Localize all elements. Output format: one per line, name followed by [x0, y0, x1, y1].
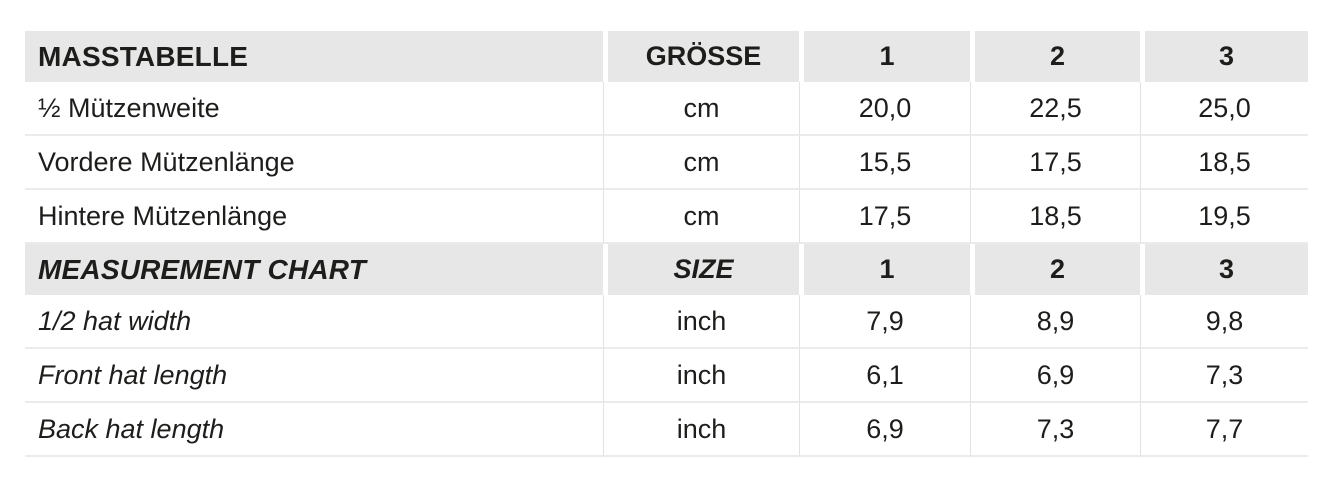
value-cell-size-2: 22,5 — [970, 82, 1140, 136]
value-cell-size-1: 20,0 — [799, 82, 970, 136]
value-cell-size-3: 7,7 — [1140, 403, 1308, 457]
value-cell-size-3: 7,3 — [1140, 349, 1308, 403]
size-column-header-3-german: 3 — [1140, 31, 1308, 82]
value-cell-size-1: 17,5 — [799, 190, 970, 244]
size-unit-header-english: SIZE — [603, 244, 799, 295]
row-label: Back hat length — [25, 403, 603, 457]
row-label: ½ Mützenweite — [25, 82, 603, 136]
table-row-hat-width-cm: ½ Mützenweite cm 20,0 22,5 25,0 — [25, 82, 1308, 136]
table-row-front-length-inch: Front hat length inch 6,1 6,9 7,3 — [25, 349, 1308, 403]
unit-cell: inch — [603, 349, 799, 403]
value-cell-size-2: 17,5 — [970, 136, 1140, 190]
value-cell-size-1: 15,5 — [799, 136, 970, 190]
value-cell-size-1: 6,9 — [799, 403, 970, 457]
table-row-front-length-cm: Vordere Mützenlänge cm 15,5 17,5 18,5 — [25, 136, 1308, 190]
value-cell-size-1: 6,1 — [799, 349, 970, 403]
size-column-header-1-english: 1 — [799, 244, 970, 295]
section-header-row-english: MEASUREMENT CHART SIZE 1 2 3 — [25, 244, 1308, 295]
value-cell-size-3: 19,5 — [1140, 190, 1308, 244]
table-title-german: MASSTABELLE — [25, 31, 603, 82]
unit-cell: cm — [603, 82, 799, 136]
unit-cell: inch — [603, 295, 799, 349]
size-column-header-3-english: 3 — [1140, 244, 1308, 295]
value-cell-size-3: 9,8 — [1140, 295, 1308, 349]
table-row-back-length-cm: Hintere Mützenlänge cm 17,5 18,5 19,5 — [25, 190, 1308, 244]
value-cell-size-2: 6,9 — [970, 349, 1140, 403]
value-cell-size-1: 7,9 — [799, 295, 970, 349]
row-label: Vordere Mützenlänge — [25, 136, 603, 190]
section-header-row-german: MASSTABELLE GRÖSSE 1 2 3 — [25, 31, 1308, 82]
value-cell-size-3: 25,0 — [1140, 82, 1308, 136]
unit-cell: inch — [603, 403, 799, 457]
size-column-header-1-german: 1 — [799, 31, 970, 82]
row-label: Front hat length — [25, 349, 603, 403]
value-cell-size-3: 18,5 — [1140, 136, 1308, 190]
size-column-header-2-english: 2 — [970, 244, 1140, 295]
unit-cell: cm — [603, 190, 799, 244]
table-title-english: MEASUREMENT CHART — [25, 244, 603, 295]
size-chart-container: MASSTABELLE GRÖSSE 1 2 3 ½ Mützenweite c… — [25, 31, 1308, 457]
size-column-header-2-german: 2 — [970, 31, 1140, 82]
value-cell-size-2: 18,5 — [970, 190, 1140, 244]
row-label: Hintere Mützenlänge — [25, 190, 603, 244]
value-cell-size-2: 8,9 — [970, 295, 1140, 349]
unit-cell: cm — [603, 136, 799, 190]
size-chart-table: MASSTABELLE GRÖSSE 1 2 3 ½ Mützenweite c… — [25, 31, 1308, 457]
value-cell-size-2: 7,3 — [970, 403, 1140, 457]
size-unit-header-german: GRÖSSE — [603, 31, 799, 82]
table-row-hat-width-inch: 1/2 hat width inch 7,9 8,9 9,8 — [25, 295, 1308, 349]
table-row-back-length-inch: Back hat length inch 6,9 7,3 7,7 — [25, 403, 1308, 457]
row-label: 1/2 hat width — [25, 295, 603, 349]
